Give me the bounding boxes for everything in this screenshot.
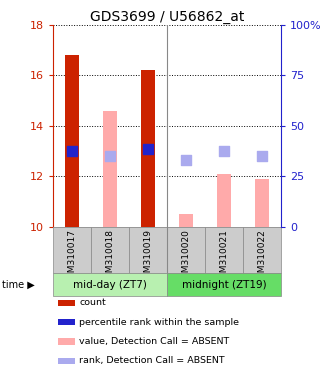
Bar — [57, 358, 74, 364]
Bar — [167, 273, 281, 296]
Text: GSM310020: GSM310020 — [181, 229, 190, 284]
Text: value, Detection Call = ABSENT: value, Detection Call = ABSENT — [79, 337, 230, 346]
Bar — [57, 300, 74, 306]
Bar — [205, 227, 243, 273]
Bar — [57, 319, 74, 325]
Point — [259, 153, 265, 159]
Bar — [179, 214, 193, 227]
Bar — [243, 227, 281, 273]
Point — [69, 148, 74, 154]
Bar — [53, 227, 91, 273]
Text: GSM310022: GSM310022 — [257, 229, 266, 284]
Bar — [65, 55, 79, 227]
Text: time ▶: time ▶ — [2, 280, 34, 290]
Point — [145, 146, 151, 152]
Point — [183, 157, 188, 163]
Title: GDS3699 / U56862_at: GDS3699 / U56862_at — [90, 10, 244, 24]
Text: GSM310019: GSM310019 — [143, 229, 152, 284]
Bar — [167, 227, 205, 273]
Text: GSM310017: GSM310017 — [67, 229, 76, 284]
Point — [221, 148, 227, 154]
Text: GSM310018: GSM310018 — [105, 229, 115, 284]
Bar — [129, 227, 167, 273]
Text: rank, Detection Call = ABSENT: rank, Detection Call = ABSENT — [79, 356, 225, 365]
Bar — [103, 111, 117, 227]
Bar — [53, 273, 167, 296]
Text: count: count — [79, 298, 106, 307]
Text: midnight (ZT19): midnight (ZT19) — [182, 280, 266, 290]
Bar — [91, 227, 129, 273]
Text: percentile rank within the sample: percentile rank within the sample — [79, 318, 239, 327]
Bar — [57, 338, 74, 345]
Text: GSM310021: GSM310021 — [219, 229, 229, 284]
Bar — [255, 179, 269, 227]
Bar — [141, 70, 155, 227]
Text: mid-day (ZT7): mid-day (ZT7) — [73, 280, 147, 290]
Point — [107, 153, 113, 159]
Bar — [217, 174, 230, 227]
